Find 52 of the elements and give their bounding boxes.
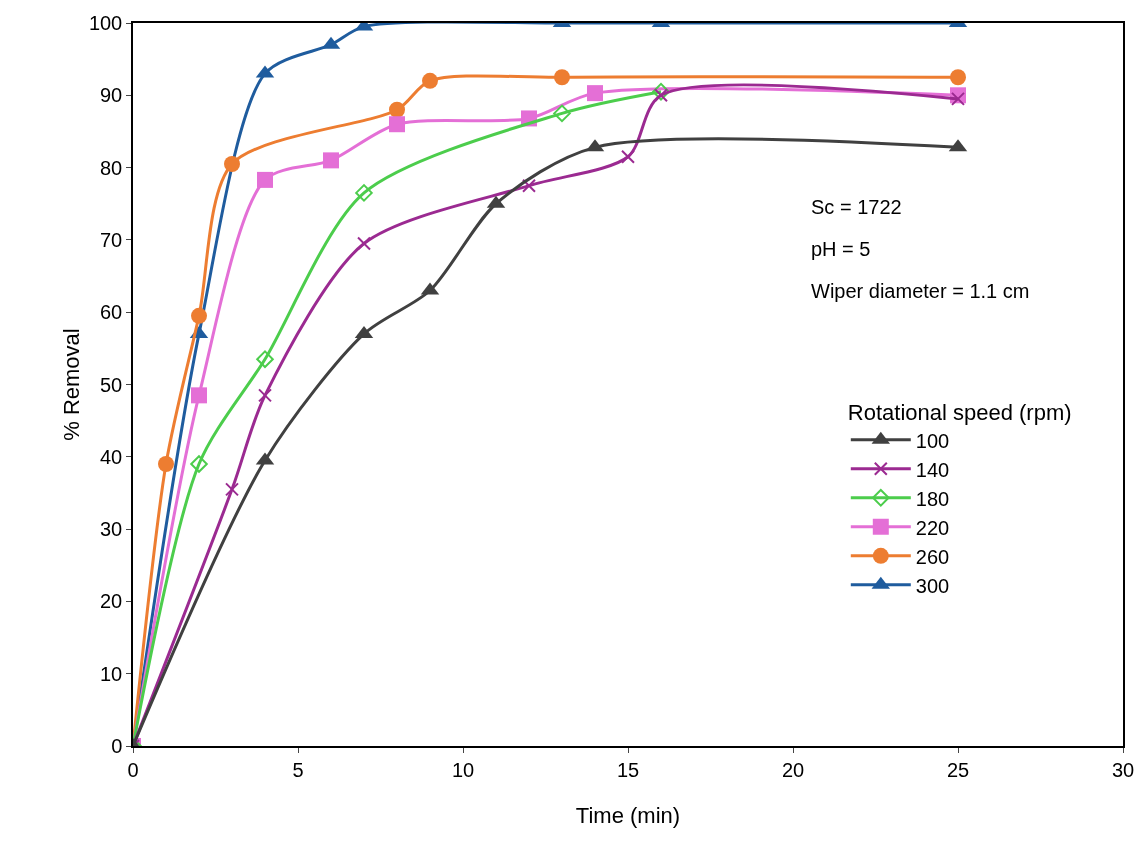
x-tick-label: 30 (1111, 758, 1135, 781)
point (323, 152, 339, 169)
legend-label: 220 (915, 516, 950, 539)
y-tick-label: 20 (100, 590, 123, 613)
point (522, 178, 536, 193)
y-tick-label: 90 (100, 84, 123, 107)
point (951, 91, 965, 106)
y-tick-label: 70 (100, 228, 123, 251)
point (224, 155, 240, 172)
annotation: Wiper diameter = 1.1 cm (811, 280, 1030, 302)
y-tick-label: 40 (100, 445, 123, 468)
y-tick-label: 30 (100, 518, 123, 541)
point (258, 388, 272, 403)
point (389, 101, 405, 118)
legend-label: 300 (915, 574, 950, 597)
x-tick-label: 20 (781, 758, 805, 781)
y-tick-label: 100 (88, 12, 123, 34)
x-tick-label: 15 (616, 758, 640, 781)
x-axis-title: Time (min) (575, 802, 681, 828)
x-tick-label: 25 (946, 758, 970, 781)
point (191, 387, 207, 404)
legend-title: Rotational speed (rpm) (847, 400, 1072, 426)
legend-label: 180 (915, 487, 950, 510)
annotation: Sc = 1722 (811, 196, 902, 218)
point (554, 69, 570, 86)
x-tick-label: 5 (292, 758, 304, 781)
point (587, 85, 603, 102)
point (355, 184, 373, 202)
y-tick-label: 50 (100, 373, 123, 396)
legend-label: 140 (915, 458, 950, 481)
y-tick-label: 10 (100, 662, 123, 685)
point (621, 149, 635, 164)
point (256, 350, 274, 368)
point (190, 455, 208, 473)
legend-label: 260 (915, 545, 950, 568)
annotation: pH = 5 (811, 238, 871, 260)
point (553, 104, 571, 123)
y-tick-label: 60 (100, 301, 123, 324)
point (389, 116, 405, 133)
point (422, 72, 438, 89)
y-tick-label: 0 (111, 735, 123, 757)
point (652, 82, 670, 101)
point (257, 171, 273, 188)
point (191, 307, 207, 324)
y-axis-title: % Removal (58, 328, 84, 441)
x-tick-label: 0 (127, 758, 139, 781)
x-tick-label: 10 (451, 758, 475, 781)
point (654, 88, 668, 103)
legend-label: 100 (915, 429, 950, 452)
point (357, 236, 371, 251)
point (950, 69, 966, 86)
y-tick-label: 80 (100, 156, 123, 179)
